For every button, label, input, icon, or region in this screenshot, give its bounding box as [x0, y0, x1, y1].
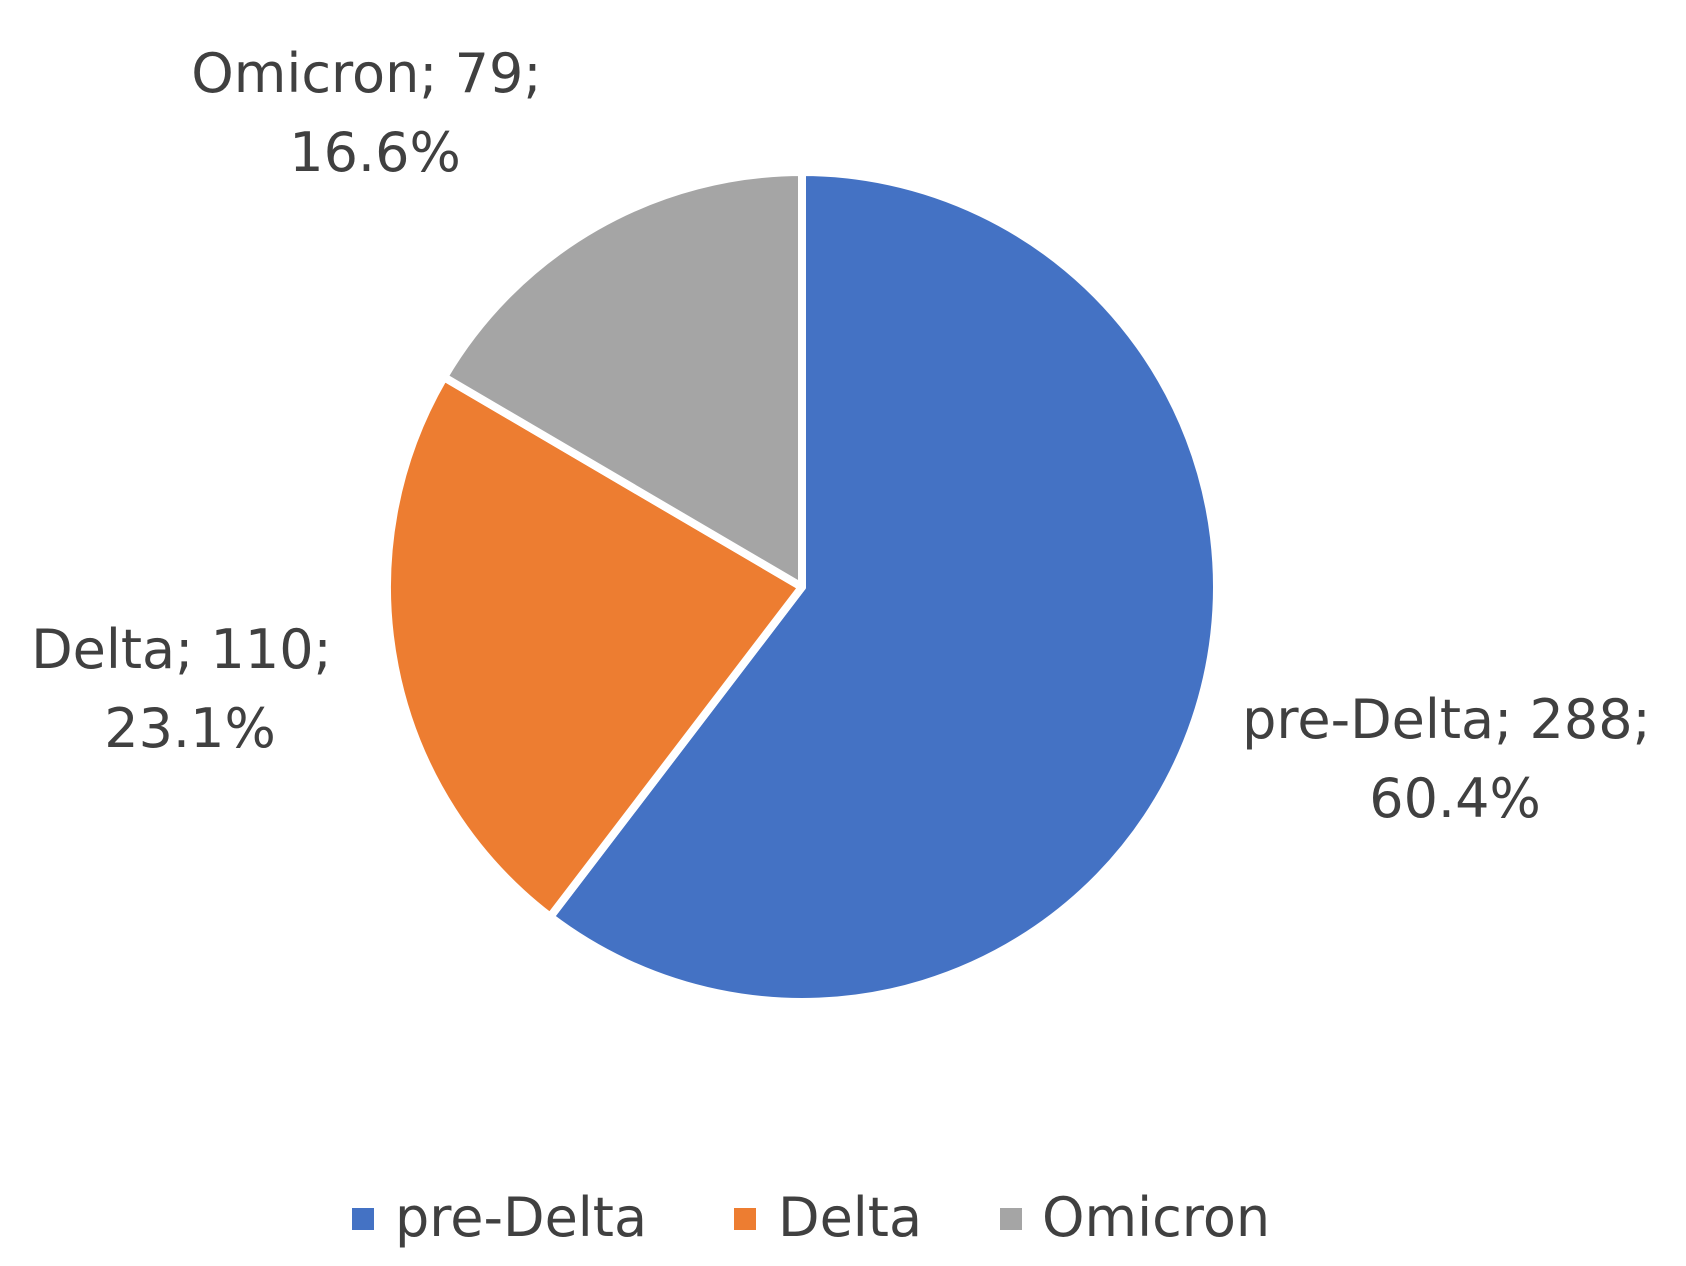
data-label-delta-line1: Delta; 110;	[31, 618, 332, 681]
data-label-pre-delta: pre-Delta; 288; 60.4%	[1242, 688, 1668, 830]
pie-slice-omicron	[439, 168, 806, 591]
pie-slice-delta	[383, 373, 806, 921]
data-label-omicron-line2: 16.6%	[289, 121, 461, 184]
legend-swatch-delta	[734, 1208, 756, 1230]
data-label-pre-delta-line2: 60.4%	[1369, 767, 1541, 830]
pie-slice-pre-delta	[546, 168, 1221, 1006]
legend-swatch-pre-delta	[352, 1208, 374, 1230]
data-label-omicron: Omicron; 79; 16.6%	[191, 42, 559, 184]
data-label-delta: Delta; 110; 23.1%	[31, 618, 349, 760]
legend-label-omicron: Omicron	[1042, 1186, 1270, 1249]
pie-slices	[383, 168, 1221, 1006]
data-label-pre-delta-line1: pre-Delta; 288;	[1242, 688, 1651, 751]
data-label-omicron-line1: Omicron; 79;	[191, 42, 541, 105]
legend-swatch-omicron	[1000, 1208, 1022, 1230]
legend-label-pre-delta: pre-Delta	[395, 1186, 647, 1249]
legend-label-delta: Delta	[778, 1186, 922, 1249]
data-label-delta-line2: 23.1%	[104, 697, 276, 760]
legend: pre-Delta Delta Omicron	[352, 1186, 1270, 1249]
